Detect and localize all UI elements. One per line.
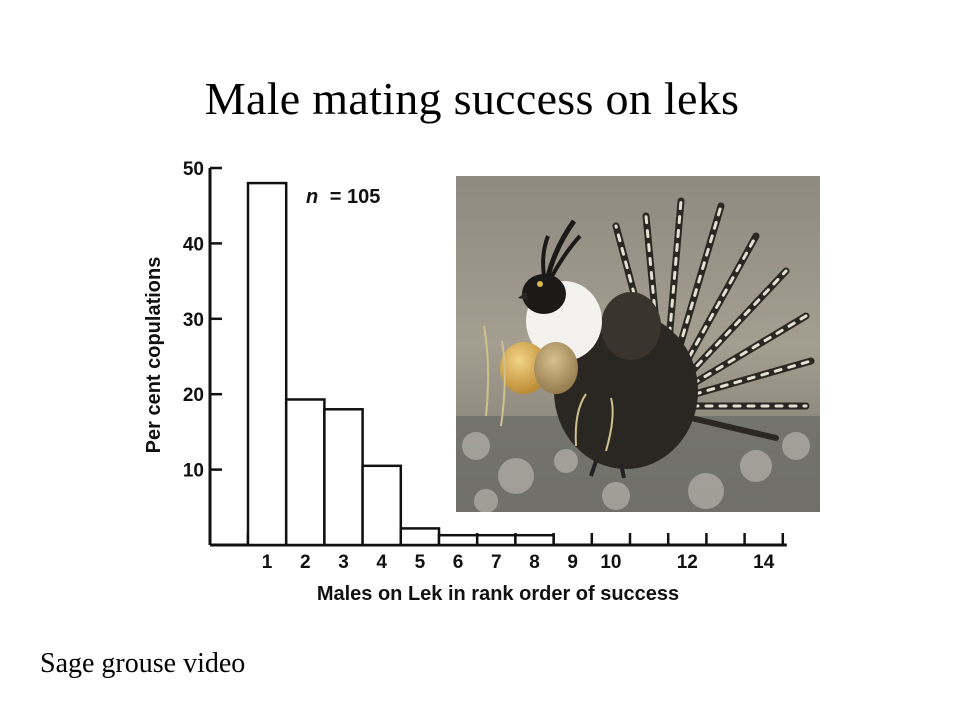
x-tick-label: 9	[567, 552, 578, 573]
chart-bars	[246, 181, 555, 547]
n-annotation: n = 105	[306, 186, 380, 208]
y-tick-label: 20	[183, 385, 204, 406]
x-tick-label: 10	[600, 552, 621, 573]
n-value: = 105	[330, 186, 381, 208]
x-tick-label: 4	[376, 552, 387, 573]
x-tick-label: 6	[453, 552, 464, 573]
x-axis-label: Males on Lek in rank order of success	[317, 583, 679, 605]
slide-title: Male mating success on leks	[204, 73, 740, 124]
y-tick-label: 30	[183, 310, 204, 331]
bar-rank-8	[514, 533, 555, 547]
y-axis-label: Per cent copulations	[143, 257, 165, 454]
x-tick-label: 1	[262, 552, 273, 573]
bar-rank-3	[323, 408, 364, 547]
x-tick-labels: 1 2 3 4 5 6 7 8 9 10 12 14	[262, 552, 775, 573]
x-tick-label: 2	[300, 552, 311, 573]
bar-rank-2	[284, 398, 326, 547]
sage-grouse-photo	[456, 176, 820, 512]
video-caption: Sage grouse video	[40, 648, 246, 679]
bar-rank-4	[361, 464, 403, 547]
y-tick-label: 40	[183, 234, 204, 255]
x-tick-label: 7	[491, 552, 502, 573]
x-tick-label: 3	[338, 552, 349, 573]
x-tick-label: 12	[677, 552, 698, 573]
y-tick-label: 50	[183, 159, 204, 180]
y-tick-label: 10	[183, 461, 204, 482]
x-tick-label: 5	[415, 552, 426, 573]
bar-rank-5	[399, 527, 441, 547]
sage-grouse-illustration	[456, 176, 820, 512]
n-symbol: n	[306, 186, 318, 208]
x-tick-label: 8	[529, 552, 540, 573]
bar-rank-6	[437, 533, 479, 547]
x-tick-label: 14	[753, 552, 775, 573]
y-tick-labels: 10 20 30 40 50	[183, 159, 204, 482]
bar-rank-7	[475, 533, 517, 547]
bar-rank-1	[246, 181, 288, 547]
